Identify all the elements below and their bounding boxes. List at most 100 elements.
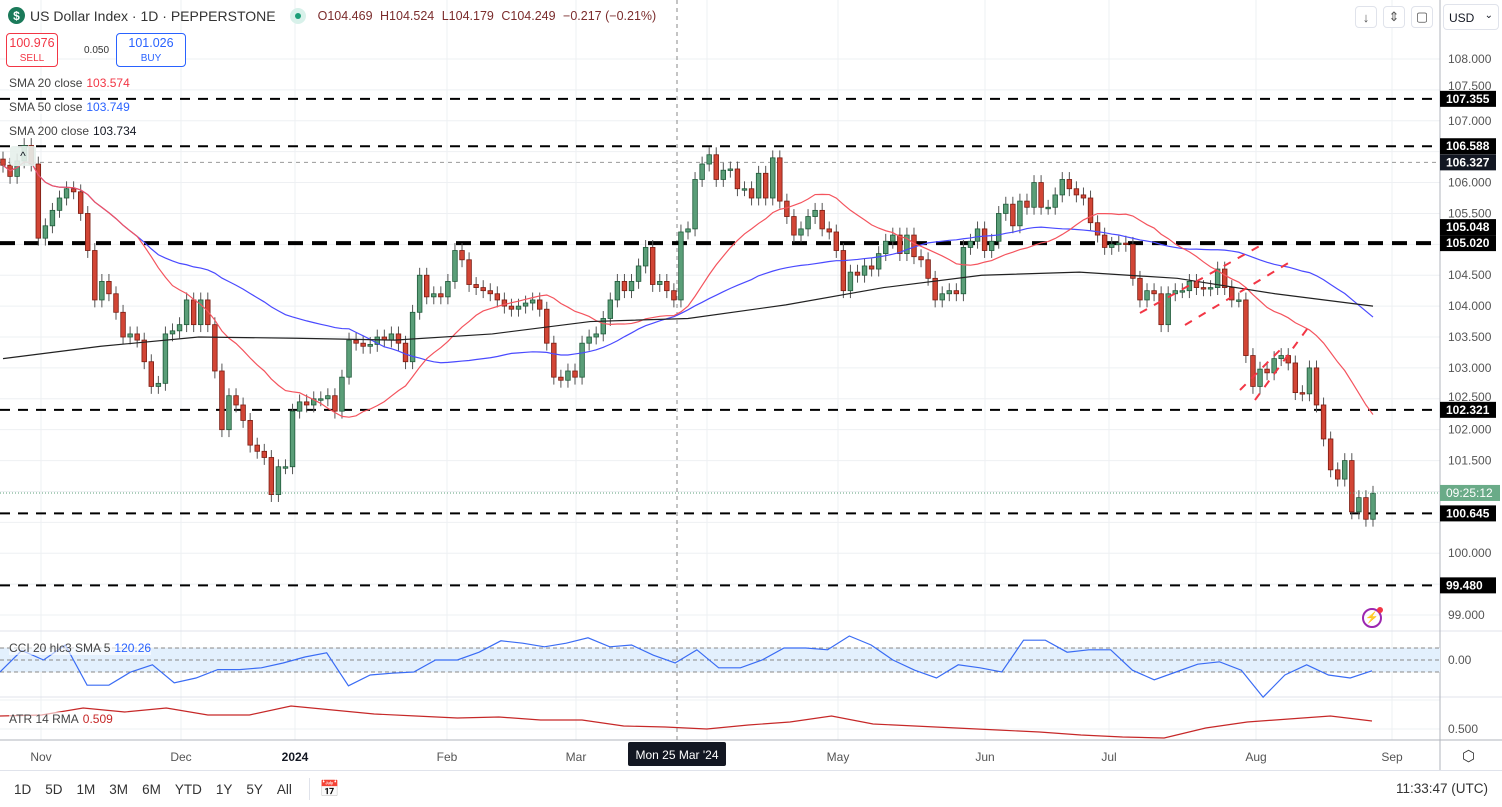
- candle-body: [233, 395, 239, 406]
- candle-body: [544, 308, 550, 344]
- candle-body: [113, 293, 119, 313]
- candle-body: [198, 299, 204, 326]
- legend-cci[interactable]: CCI 20 hlc3 SMA 5 120.26: [9, 641, 152, 655]
- candle: [106, 273, 112, 302]
- candle: [798, 221, 804, 243]
- candle: [1285, 348, 1291, 371]
- candle-body: [890, 234, 896, 242]
- legend-sma200[interactable]: SMA 200 close 103.734: [9, 124, 137, 138]
- legend-atr[interactable]: ATR 14 RMA 0.509: [9, 712, 113, 726]
- symbol-title[interactable]: US Dollar Index · 1D · PEPPERSTONE: [30, 7, 276, 24]
- candle-body: [1087, 197, 1094, 224]
- legend-sma20[interactable]: SMA 20 close 103.574: [9, 76, 130, 90]
- candle-body: [600, 318, 606, 335]
- candle-body: [346, 339, 352, 378]
- candle: [657, 273, 663, 292]
- candle-body: [685, 228, 691, 233]
- candle-body: [402, 342, 409, 363]
- sma50-line: [2, 161, 1374, 364]
- candle-body: [692, 179, 698, 230]
- candle: [1222, 261, 1228, 295]
- candle-body: [1144, 290, 1150, 301]
- candle-body: [431, 293, 437, 298]
- candle-body: [395, 333, 402, 344]
- candle: [974, 221, 981, 249]
- range-5d[interactable]: 5D: [45, 781, 63, 797]
- range-3m[interactable]: 3M: [109, 781, 129, 797]
- range-6m[interactable]: 6M: [142, 781, 161, 797]
- candle-body: [85, 213, 91, 251]
- candle-body: [289, 410, 296, 468]
- candle-body: [720, 169, 727, 180]
- candle: [261, 443, 267, 465]
- range-all[interactable]: All: [276, 781, 292, 797]
- level-price-badge: 105.048: [1446, 220, 1490, 234]
- candle: [431, 286, 437, 305]
- candle: [861, 258, 868, 283]
- settings-icon[interactable]: ⬡: [1462, 748, 1476, 765]
- candle: [1045, 199, 1051, 215]
- change-value: −0.217 (−0.21%): [563, 8, 657, 23]
- buy-price: 101.026: [128, 36, 174, 50]
- candle-body: [134, 333, 140, 341]
- candle: [1116, 235, 1122, 252]
- range-ytd[interactable]: YTD: [174, 781, 202, 797]
- candle: [374, 329, 380, 352]
- candle: [1193, 273, 1200, 295]
- candle: [311, 391, 317, 413]
- candle-body: [254, 444, 260, 452]
- candle-body: [628, 281, 635, 292]
- candle-body: [1342, 460, 1348, 480]
- candle-body: [699, 163, 705, 180]
- candle: [1179, 283, 1186, 299]
- range-1d[interactable]: 1D: [14, 781, 32, 797]
- level-price-badge-bg: [1440, 577, 1496, 594]
- candle: [487, 283, 493, 302]
- calendar-goto-icon[interactable]: 📅: [319, 781, 340, 798]
- collapse-legend-button[interactable]: ^: [10, 146, 36, 166]
- candle: [459, 243, 465, 268]
- clock[interactable]: 11:33:47 (UTC): [1395, 781, 1488, 796]
- candle: [134, 326, 140, 348]
- candle: [381, 329, 388, 348]
- candle: [1278, 348, 1284, 367]
- candle-body: [176, 324, 183, 332]
- sma200-line: [2, 271, 1374, 360]
- range-1m[interactable]: 1M: [76, 781, 96, 797]
- buy-button[interactable]: 101.026 BUY: [116, 33, 186, 67]
- candle: [925, 252, 931, 286]
- candle-body: [586, 336, 592, 344]
- candle-body: [819, 209, 825, 230]
- candle: [784, 193, 790, 224]
- candle-body: [438, 293, 444, 298]
- candle-body: [473, 284, 479, 288]
- lightning-icon[interactable]: ⚡: [1362, 607, 1383, 628]
- time-tick-label: 2024: [282, 750, 309, 764]
- candle: [1066, 172, 1073, 197]
- candle-body: [1066, 179, 1073, 190]
- candle-body: [480, 287, 486, 292]
- candle: [120, 304, 126, 345]
- market-status-icon[interactable]: [289, 7, 306, 24]
- legend-cci-label: CCI 20 hlc3 SMA 5: [9, 641, 111, 655]
- candle: [692, 172, 698, 237]
- legend-sma50[interactable]: SMA 50 close 103.749: [9, 100, 130, 114]
- candle: [833, 224, 839, 258]
- arrow-down-icon[interactable]: ↓: [1355, 6, 1377, 28]
- sell-button[interactable]: 100.976 SELL: [6, 33, 58, 67]
- candle: [1363, 490, 1369, 527]
- candle-body: [734, 168, 741, 190]
- level-price-badge-bg: [1440, 219, 1496, 236]
- candle-body: [755, 172, 762, 199]
- candle-body: [529, 299, 536, 304]
- price-tick-label: 103.500: [1448, 330, 1492, 344]
- range-1y[interactable]: 1Y: [215, 781, 233, 797]
- range-5y[interactable]: 5Y: [246, 781, 263, 797]
- collapse-icon[interactable]: ⇕: [1383, 6, 1405, 28]
- candle: [360, 335, 366, 354]
- candle-body: [70, 188, 77, 193]
- currency-select[interactable]: USD ⌄: [1443, 4, 1499, 30]
- fullscreen-icon[interactable]: ▢: [1411, 6, 1433, 28]
- candle: [960, 240, 967, 302]
